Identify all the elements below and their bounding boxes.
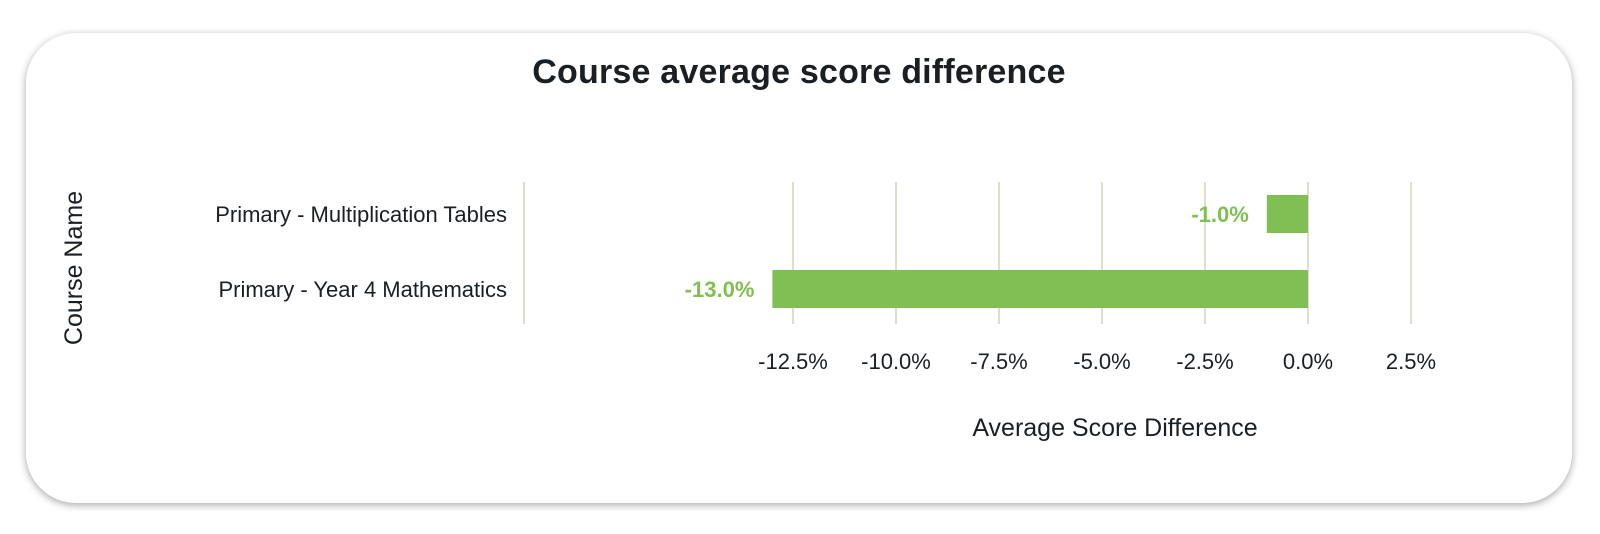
category-label: Primary - Year 4 Mathematics <box>218 277 507 302</box>
x-tick-label: -12.5% <box>758 349 828 374</box>
data-labels: -1.0% -13.0% <box>685 202 1249 302</box>
x-tick-label: -5.0% <box>1073 349 1130 374</box>
x-axis-title: Average Score Difference <box>972 414 1257 442</box>
y-axis-title: Course Name <box>60 191 88 345</box>
category-labels: Primary - Multiplication Tables Primary -… <box>215 202 507 302</box>
bar-value-label: -1.0% <box>1191 202 1248 227</box>
bar-value-label: -13.0% <box>685 277 755 302</box>
bar <box>1266 195 1308 233</box>
x-tick-labels: -12.5% -10.0% -7.5% -5.0% -2.5% 0.0% 2.5% <box>758 349 1436 374</box>
x-tick-label: -2.5% <box>1176 349 1233 374</box>
category-label: Primary - Multiplication Tables <box>215 202 507 227</box>
bar <box>772 270 1308 308</box>
x-tick-label: 0.0% <box>1283 349 1333 374</box>
bars <box>772 195 1308 308</box>
x-tick-label: -10.0% <box>861 349 931 374</box>
chart-card: Course average score difference <box>26 33 1572 503</box>
x-tick-label: 2.5% <box>1386 349 1436 374</box>
x-tick-label: -7.5% <box>970 349 1027 374</box>
chart-title: Course average score difference <box>532 53 1066 91</box>
